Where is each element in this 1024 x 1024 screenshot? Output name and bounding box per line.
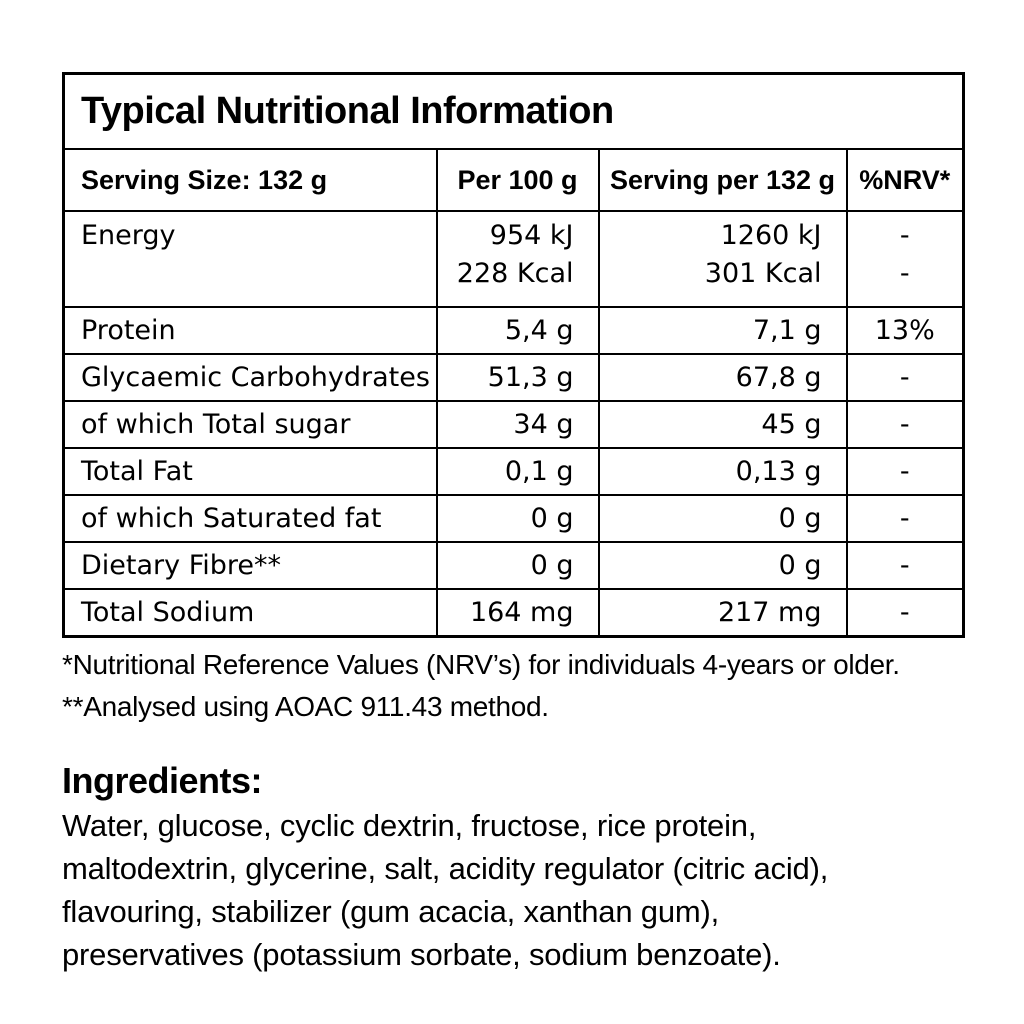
table-title-row: Typical Nutritional Information bbox=[62, 72, 965, 150]
row-label: of which Saturated fat bbox=[62, 494, 438, 543]
ingredients-text: Water, glucose, cyclic dextrin, fructose… bbox=[62, 804, 977, 976]
column-header-nrv: %NRV* bbox=[845, 148, 965, 212]
row-label: Protein bbox=[62, 306, 438, 355]
value-per-serving: 45 g bbox=[597, 400, 848, 449]
table-row-glycaemic-carbohydrates: Glycaemic Carbohydrates 51,3 g 67,8 g - bbox=[62, 353, 965, 402]
row-label: Total Sodium bbox=[62, 588, 438, 638]
ingredients-line: maltodextrin, glycerine, salt, acidity r… bbox=[62, 851, 829, 886]
nutrition-table: Typical Nutritional Information Serving … bbox=[62, 72, 966, 638]
table-row-protein: Protein 5,4 g 7,1 g 13% bbox=[62, 306, 965, 355]
value-per-100g: 164 mg bbox=[435, 588, 600, 638]
value-per-100g: 954 kJ 228 Kcal bbox=[435, 210, 600, 308]
row-label: Dietary Fibre** bbox=[62, 541, 438, 590]
value-per-serving: 0 g bbox=[597, 541, 848, 590]
value-nrv: - bbox=[845, 447, 965, 496]
ingredients-line: Water, glucose, cyclic dextrin, fructose… bbox=[62, 808, 757, 843]
value-line: - bbox=[899, 258, 910, 289]
column-header-serving-size: Serving Size: 132 g bbox=[62, 148, 438, 212]
row-label: Total Fat bbox=[62, 447, 438, 496]
table-row-saturated-fat: of which Saturated fat 0 g 0 g - bbox=[62, 494, 965, 543]
ingredients-line: flavouring, stabilizer (gum acacia, xant… bbox=[62, 894, 720, 929]
ingredients-heading: Ingredients: bbox=[62, 760, 263, 801]
value-line: 954 kJ bbox=[489, 220, 574, 251]
value-nrv: - bbox=[845, 588, 965, 638]
value-per-serving: 1260 kJ 301 Kcal bbox=[597, 210, 848, 308]
table-row-dietary-fibre: Dietary Fibre** 0 g 0 g - bbox=[62, 541, 965, 590]
value-per-serving: 67,8 g bbox=[597, 353, 848, 402]
value-per-serving: 7,1 g bbox=[597, 306, 848, 355]
value-per-100g: 5,4 g bbox=[435, 306, 600, 355]
value-per-100g: 0 g bbox=[435, 494, 600, 543]
row-label: Energy bbox=[62, 210, 438, 308]
value-per-serving: 0 g bbox=[597, 494, 848, 543]
row-label: of which Total sugar bbox=[62, 400, 438, 449]
value-line: 301 Kcal bbox=[704, 258, 822, 289]
footnote-nrv: *Nutritional Reference Values (NRV’s) fo… bbox=[62, 649, 900, 680]
value-per-100g: 51,3 g bbox=[435, 353, 600, 402]
below-table-section: *Nutritional Reference Values (NRV’s) fo… bbox=[62, 644, 977, 976]
column-header-per-100g: Per 100 g bbox=[435, 148, 600, 212]
value-per-100g: 0 g bbox=[435, 541, 600, 590]
value-nrv: - bbox=[845, 353, 965, 402]
value-line: - bbox=[899, 220, 910, 251]
column-header-per-serving: Serving per 132 g bbox=[597, 148, 848, 212]
table-header-row: Serving Size: 132 g Per 100 g Serving pe… bbox=[62, 148, 965, 212]
table-title: Typical Nutritional Information bbox=[62, 72, 965, 150]
value-nrv: - bbox=[845, 541, 965, 590]
ingredients-line: preservatives (potassium sorbate, sodium… bbox=[62, 937, 781, 972]
table-row-energy: Energy 954 kJ 228 Kcal 1260 kJ 301 Kcal … bbox=[62, 210, 965, 308]
value-nrv: - bbox=[845, 400, 965, 449]
table-row-total-fat: Total Fat 0,1 g 0,13 g - bbox=[62, 447, 965, 496]
value-per-serving: 0,13 g bbox=[597, 447, 848, 496]
value-line: 228 Kcal bbox=[456, 258, 574, 289]
table-row-total-sodium: Total Sodium 164 mg 217 mg - bbox=[62, 588, 965, 638]
table-row-total-sugar: of which Total sugar 34 g 45 g - bbox=[62, 400, 965, 449]
row-label: Glycaemic Carbohydrates bbox=[62, 353, 438, 402]
value-nrv: - - bbox=[845, 210, 965, 308]
value-nrv: - bbox=[845, 494, 965, 543]
value-per-100g: 0,1 g bbox=[435, 447, 600, 496]
value-per-serving: 217 mg bbox=[597, 588, 848, 638]
value-line: 1260 kJ bbox=[720, 220, 822, 251]
value-per-100g: 34 g bbox=[435, 400, 600, 449]
footnote-aoac: **Analysed using AOAC 911.43 method. bbox=[62, 691, 549, 722]
value-nrv: 13% bbox=[845, 306, 965, 355]
